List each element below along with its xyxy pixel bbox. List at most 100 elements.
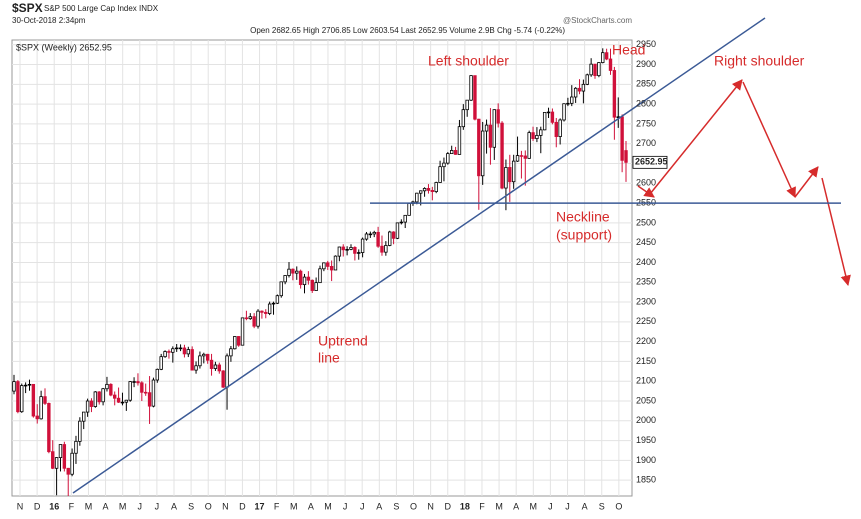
candle-body (581, 83, 586, 92)
candle-body (182, 347, 187, 355)
x-tick-label: A (103, 501, 109, 511)
candle-body (426, 188, 431, 191)
x-tick-label: M (495, 501, 503, 511)
candle-body (205, 353, 210, 361)
candle-body (345, 248, 349, 251)
grid (12, 40, 632, 496)
candle-body (453, 150, 458, 155)
candle-body (271, 302, 276, 305)
x-tick-label: J (138, 501, 143, 511)
candle-body (66, 467, 70, 475)
y-tick-label: 2300 (636, 296, 656, 306)
y-tick-label: 2700 (636, 138, 656, 148)
candle-body (74, 440, 78, 454)
candle-body (31, 383, 36, 417)
candle-body (329, 266, 334, 271)
candle-body (43, 396, 47, 404)
candle-body (233, 336, 237, 350)
candle-body (159, 356, 163, 370)
candle-body (388, 231, 392, 246)
candle-body (515, 155, 520, 162)
candle-body (23, 384, 28, 387)
x-tick-label: D (34, 501, 41, 511)
candle-body (217, 364, 221, 372)
y-tick-label: 2800 (636, 99, 656, 109)
x-tick-label: M (85, 501, 93, 511)
candle-body (535, 134, 539, 139)
candle-body (500, 122, 504, 189)
x-tick-label: D (445, 501, 452, 511)
candle-body (151, 379, 156, 407)
x-tick-label: O (615, 501, 622, 511)
candle-body (35, 415, 39, 420)
candle-body (306, 276, 311, 281)
candle-body (252, 316, 256, 327)
candle-body (221, 370, 225, 388)
candle-body (550, 111, 555, 123)
y-tick-label: 2200 (636, 336, 656, 346)
legend: $SPX (Weekly) 2652.95 (16, 42, 112, 52)
candle-body (469, 75, 473, 101)
arrows (637, 79, 851, 287)
arrow (794, 166, 819, 198)
x-tick-label: 17 (255, 501, 265, 511)
candle-body (407, 203, 411, 216)
candle-body (322, 262, 326, 270)
y-tick-label: 1900 (636, 455, 656, 465)
candle-body (523, 155, 527, 159)
y-tick-label: 2000 (636, 415, 656, 425)
candle-body (449, 150, 454, 155)
arrow (637, 185, 655, 198)
candle-body (155, 368, 160, 381)
candle-body (539, 129, 543, 136)
candle-body (120, 401, 125, 404)
candle-body (20, 385, 24, 413)
y-tick-label: 2050 (636, 395, 656, 405)
annotation: Left shoulder (428, 53, 509, 69)
candle-body (372, 231, 376, 235)
x-tick-label: N (427, 501, 434, 511)
x-tick-label: J (565, 501, 570, 511)
candle-body (395, 222, 400, 239)
candle-body (465, 99, 469, 111)
candle-body (12, 381, 16, 392)
candle-body (496, 109, 500, 124)
candle-body (178, 347, 183, 350)
x-tick-label: J (155, 501, 160, 511)
candle-body (403, 214, 407, 223)
x-tick-label: A (513, 501, 519, 511)
x-tick-label: N (17, 501, 24, 511)
x-tick-label: A (308, 501, 314, 511)
y-tick-label: 2400 (636, 257, 656, 267)
candle-body (198, 355, 202, 367)
x-tick-label: D (239, 501, 246, 511)
candle-body (608, 58, 613, 71)
candle-body (376, 231, 380, 247)
arrow (821, 177, 851, 287)
symbol-name: S&P 500 Large Cap Index INDX (44, 4, 159, 13)
candle-body (78, 420, 82, 442)
x-tick-label: O (410, 501, 417, 511)
annotation: Uptrend (318, 333, 368, 349)
candle-body (326, 262, 330, 267)
candle-body (240, 317, 245, 346)
candle-body (190, 349, 194, 371)
candle-body (209, 359, 214, 369)
candle-body (85, 400, 90, 413)
candle-body (492, 109, 497, 148)
candle-body (275, 295, 280, 304)
candle-body (360, 238, 365, 253)
x-tick-label: M (290, 501, 298, 511)
x-tick-label: O (205, 501, 212, 511)
candle-body (519, 155, 524, 157)
candle-body (62, 444, 67, 469)
candle-body (128, 381, 132, 401)
candle-body (380, 245, 384, 253)
y-tick-label: 2150 (636, 356, 656, 366)
candle-body (93, 391, 98, 407)
candle-body (620, 116, 624, 161)
plot-frame (11, 39, 633, 497)
candle-body (504, 167, 508, 189)
candle-body (612, 70, 617, 118)
